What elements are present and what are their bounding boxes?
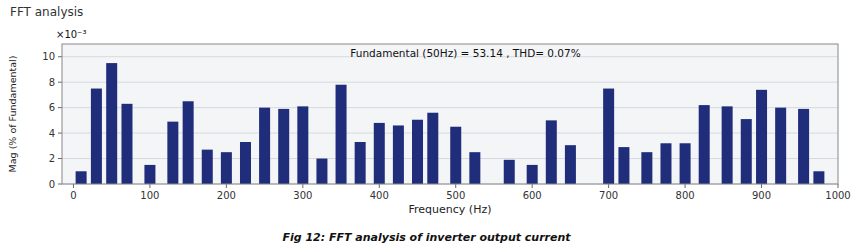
x-tick xyxy=(608,184,609,188)
y-tick xyxy=(58,158,62,159)
bar xyxy=(699,105,710,184)
bar xyxy=(355,142,366,184)
y-tick-label: 0 xyxy=(49,179,55,190)
x-tick-label: 100 xyxy=(140,190,159,201)
bar xyxy=(504,160,515,184)
chart: FFT analysis0246810010020030040050060070… xyxy=(0,0,853,246)
x-tick xyxy=(226,184,227,188)
annotation: Fundamental (50Hz) = 53.14 , THD= 0.07% xyxy=(350,47,580,59)
bar xyxy=(167,122,178,184)
x-tick-label: 500 xyxy=(446,190,465,201)
bar xyxy=(121,104,132,184)
bar xyxy=(412,120,423,184)
x-tick-label: 1000 xyxy=(825,190,850,201)
x-tick xyxy=(302,184,303,188)
bar xyxy=(813,171,824,184)
bar xyxy=(546,120,557,184)
x-tick xyxy=(379,184,380,188)
x-tick-label: 600 xyxy=(523,190,542,201)
bar xyxy=(469,152,480,184)
x-tick-label: 200 xyxy=(217,190,236,201)
grid-line xyxy=(62,133,838,134)
bar xyxy=(450,127,461,184)
bar xyxy=(76,171,87,184)
bar xyxy=(603,89,614,184)
bar xyxy=(202,150,213,184)
bar xyxy=(297,106,308,184)
bar xyxy=(565,145,576,184)
x-tick-label: 300 xyxy=(293,190,312,201)
bar xyxy=(618,147,629,184)
y-multiplier: ×10⁻³ xyxy=(56,29,86,40)
y-axis-label: Mag (% of Fundamental) xyxy=(7,56,18,173)
plot-frame xyxy=(62,44,838,184)
y-tick xyxy=(58,82,62,83)
grid xyxy=(62,57,838,184)
x-tick xyxy=(685,184,686,188)
x-tick xyxy=(761,184,762,188)
bar xyxy=(427,113,438,184)
x-tick-label: 400 xyxy=(370,190,389,201)
y-tick xyxy=(58,133,62,134)
bar xyxy=(278,109,289,184)
bar xyxy=(106,63,117,184)
bar xyxy=(183,101,194,184)
y-tick xyxy=(58,56,62,57)
bar xyxy=(660,143,671,184)
grid-line xyxy=(62,82,838,83)
y-tick-label: 10 xyxy=(42,51,55,62)
y-tick-label: 8 xyxy=(49,77,55,88)
grid-line xyxy=(62,158,838,159)
plot-background xyxy=(62,44,838,184)
x-tick-label: 800 xyxy=(676,190,695,201)
caption: Fig 12: FFT analysis of inverter output … xyxy=(282,231,571,244)
bar xyxy=(144,165,155,184)
x-tick-label: 700 xyxy=(599,190,618,201)
bar xyxy=(259,108,270,184)
bar xyxy=(680,143,691,184)
bar xyxy=(741,119,752,184)
bar xyxy=(756,90,767,184)
bars xyxy=(76,63,825,184)
bar xyxy=(641,152,652,184)
x-tick xyxy=(149,184,150,188)
bar xyxy=(240,142,251,184)
bar xyxy=(527,165,538,184)
x-tick-label: 0 xyxy=(70,190,76,201)
bar xyxy=(374,123,385,184)
bar xyxy=(316,159,327,184)
y-tick xyxy=(58,184,62,185)
x-tick xyxy=(455,184,456,188)
bar xyxy=(798,109,809,184)
y-tick xyxy=(58,107,62,108)
x-tick-label: 900 xyxy=(752,190,771,201)
axes: 024681001002003004005006007008009001000 xyxy=(42,51,850,201)
x-tick xyxy=(73,184,74,188)
bar xyxy=(722,106,733,184)
grid-line xyxy=(62,107,838,108)
y-tick-label: 6 xyxy=(49,102,55,113)
title: FFT analysis xyxy=(10,5,83,19)
bar xyxy=(775,108,786,184)
bar xyxy=(336,85,347,184)
y-tick-label: 4 xyxy=(49,128,55,139)
bar xyxy=(393,125,404,184)
x-tick xyxy=(532,184,533,188)
bar xyxy=(221,152,232,184)
bar xyxy=(91,89,102,184)
x-tick xyxy=(838,184,839,188)
x-axis-label: Frequency (Hz) xyxy=(409,203,492,216)
y-tick-label: 2 xyxy=(49,153,55,164)
